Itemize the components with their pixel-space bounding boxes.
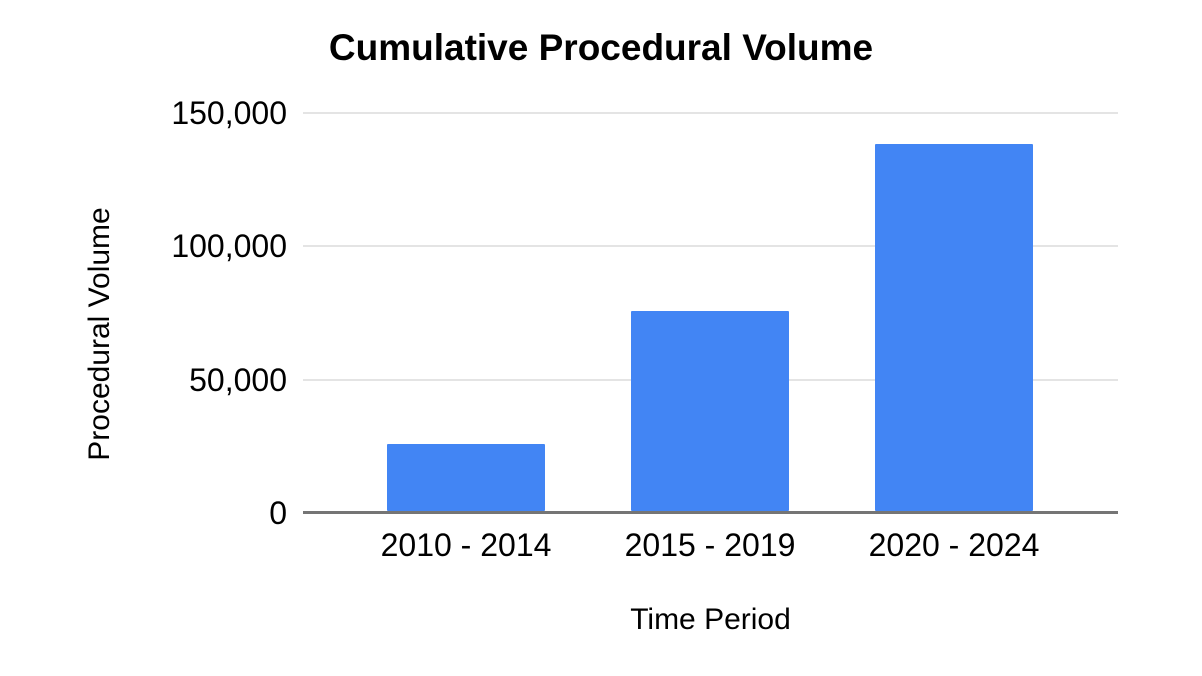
chart-title: Cumulative Procedural Volume xyxy=(328,27,874,68)
x-axis-line xyxy=(303,511,1118,514)
x-tick-label: 2020 - 2024 xyxy=(868,527,1040,563)
bar-2015-2019 xyxy=(631,311,789,511)
gridline xyxy=(303,112,1118,114)
plot-area xyxy=(303,112,1118,514)
gridline xyxy=(303,245,1118,248)
x-tick-label: 2015 - 2019 xyxy=(624,527,796,563)
y-tick-label: 150,000 xyxy=(171,95,287,131)
y-tick-label: 0 xyxy=(269,495,287,531)
x-tick-label: 2010 - 2014 xyxy=(380,527,552,563)
y-tick-label: 50,000 xyxy=(189,361,287,398)
bar-2010-2014 xyxy=(387,444,545,511)
bar-2020-2024 xyxy=(875,144,1033,511)
y-tick-label: 100,000 xyxy=(171,228,287,265)
x-axis-title: Time Period xyxy=(630,603,791,636)
